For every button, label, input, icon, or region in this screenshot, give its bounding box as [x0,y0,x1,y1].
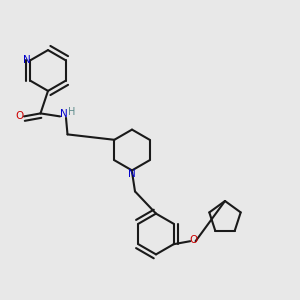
Text: N: N [23,55,31,65]
Text: H: H [68,107,75,117]
Text: O: O [16,111,24,122]
Text: N: N [60,109,68,119]
Text: O: O [189,235,197,245]
Text: N: N [128,169,136,179]
